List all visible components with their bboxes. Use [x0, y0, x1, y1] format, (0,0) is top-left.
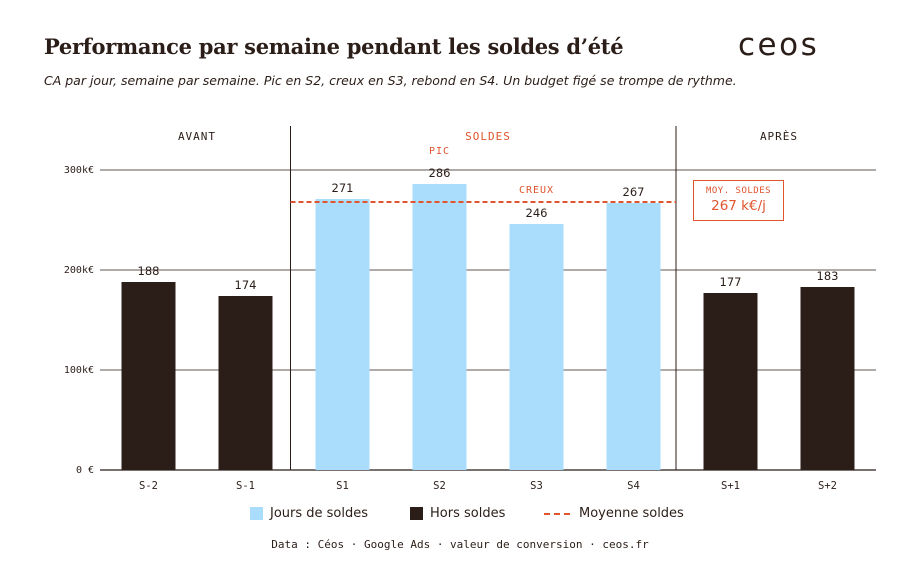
section-header: SOLDES: [465, 130, 511, 143]
x-tick-label: S+2: [818, 480, 837, 492]
bar-value-label: 267: [623, 185, 645, 199]
bar: [218, 296, 273, 470]
bar: [509, 224, 564, 470]
bar: [606, 203, 661, 470]
bar-value-label: 271: [332, 181, 354, 195]
bar: [800, 287, 855, 470]
legend-label-hors-soldes: Hors soldes: [430, 506, 506, 521]
legend-swatch-soldes: [250, 507, 263, 520]
bar: [315, 199, 370, 470]
average-callout: MOY. SOLDES 267 k€/j: [693, 180, 784, 221]
section-header: APRÈS: [760, 130, 798, 143]
bar-value-label: 174: [235, 278, 257, 292]
bar-value-label: 183: [817, 269, 839, 283]
y-tick-label: 300k€: [64, 165, 94, 176]
x-tick-label: S1: [336, 480, 349, 492]
legend-label-average: Moyenne soldes: [579, 506, 684, 521]
bar: [703, 293, 758, 470]
x-tick-label: S-2: [139, 480, 158, 492]
x-tick-label: S2: [433, 480, 446, 492]
bar-value-label: 286: [429, 166, 451, 180]
average-callout-title: MOY. SOLDES: [705, 186, 772, 196]
brand-logo: ceos: [738, 27, 820, 63]
legend-swatch-hors-soldes: [410, 507, 423, 520]
legend-label-soldes: Jours de soldes: [270, 506, 369, 521]
bar-value-label: 177: [720, 275, 742, 289]
x-tick-label: S+1: [721, 480, 740, 492]
source-note: Data : Céos · Google Ads · valeur de con…: [271, 538, 649, 551]
y-tick-label: 100k€: [64, 365, 94, 376]
chart-title: Performance par semaine pendant les sold…: [44, 34, 624, 59]
chart-subtitle: CA par jour, semaine par semaine. Pic en…: [44, 73, 737, 88]
section-header: AVANT: [178, 130, 216, 143]
legend-item-soldes: Jours de soldes: [250, 506, 368, 521]
section-dividers: [290, 126, 677, 470]
annotation-label: PIC: [429, 146, 450, 157]
x-tick-label: S-1: [236, 480, 255, 492]
legend-swatch-average: [544, 512, 570, 515]
bars: [121, 184, 855, 470]
legend: Jours de soldes Hors soldes Moyenne sold…: [0, 506, 920, 528]
bar-chart: 0 € 100k€ 200k€ 300k€ AVANT SOLDES APRÈS 188 S-2…: [64, 126, 876, 492]
bar: [412, 184, 467, 470]
y-tick-label: 200k€: [64, 265, 94, 276]
bar-value-label: 188: [138, 264, 160, 278]
legend-item-average: Moyenne soldes: [544, 506, 684, 521]
annotation-label: CREUX: [519, 185, 554, 196]
x-tick-label: S3: [530, 480, 543, 492]
y-tick-label: 0 €: [76, 465, 94, 476]
average-callout-value: 267 k€/j: [711, 198, 766, 214]
x-tick-label: S4: [627, 480, 640, 492]
legend-item-hors-soldes: Hors soldes: [410, 506, 505, 521]
bar: [121, 282, 176, 470]
bar-value-label: 246: [526, 206, 548, 220]
labels: 0 € 100k€ 200k€ 300k€ AVANT SOLDES APRÈS 188 S-2…: [64, 130, 839, 492]
